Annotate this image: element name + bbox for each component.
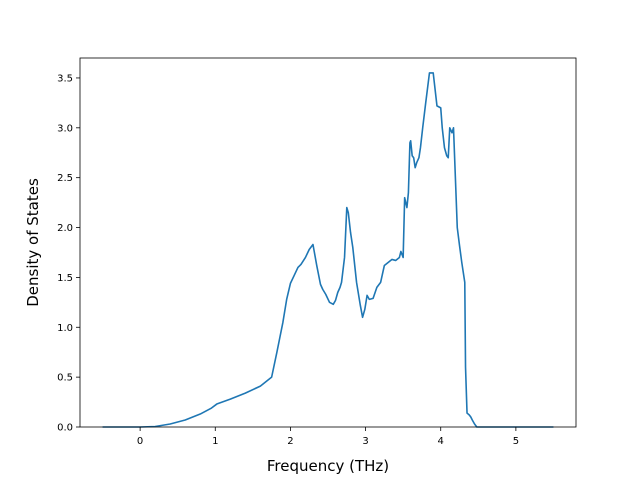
x-tick-label: 3 <box>362 436 368 447</box>
y-axis: 0.0 0.5 1.0 1.5 2.0 2.5 3.0 3.5 <box>57 73 80 434</box>
y-tick-label: 0.5 <box>57 373 73 384</box>
y-tick-label: 1.5 <box>57 273 73 284</box>
y-axis-title: Density of States <box>24 178 42 307</box>
x-tick-label: 5 <box>513 436 519 447</box>
x-tick-label: 1 <box>212 436 218 447</box>
axes-frame <box>79 57 577 428</box>
x-tick-label: 2 <box>287 436 293 447</box>
x-axis: 0 1 2 3 4 5 <box>137 427 519 447</box>
plot-area <box>102 72 554 428</box>
dos-series-line <box>102 72 554 428</box>
y-tick-label: 2.0 <box>57 223 73 234</box>
y-tick-label: 3.5 <box>57 73 73 84</box>
x-tick-label: 4 <box>438 436 444 447</box>
x-tick-label: 0 <box>137 436 143 447</box>
y-tick-label: 3.0 <box>57 123 73 134</box>
x-axis-title: Frequency (THz) <box>267 457 389 475</box>
y-tick-label: 2.5 <box>57 173 73 184</box>
y-tick-label: 0.0 <box>57 423 73 434</box>
y-tick-label: 1.0 <box>57 323 73 334</box>
